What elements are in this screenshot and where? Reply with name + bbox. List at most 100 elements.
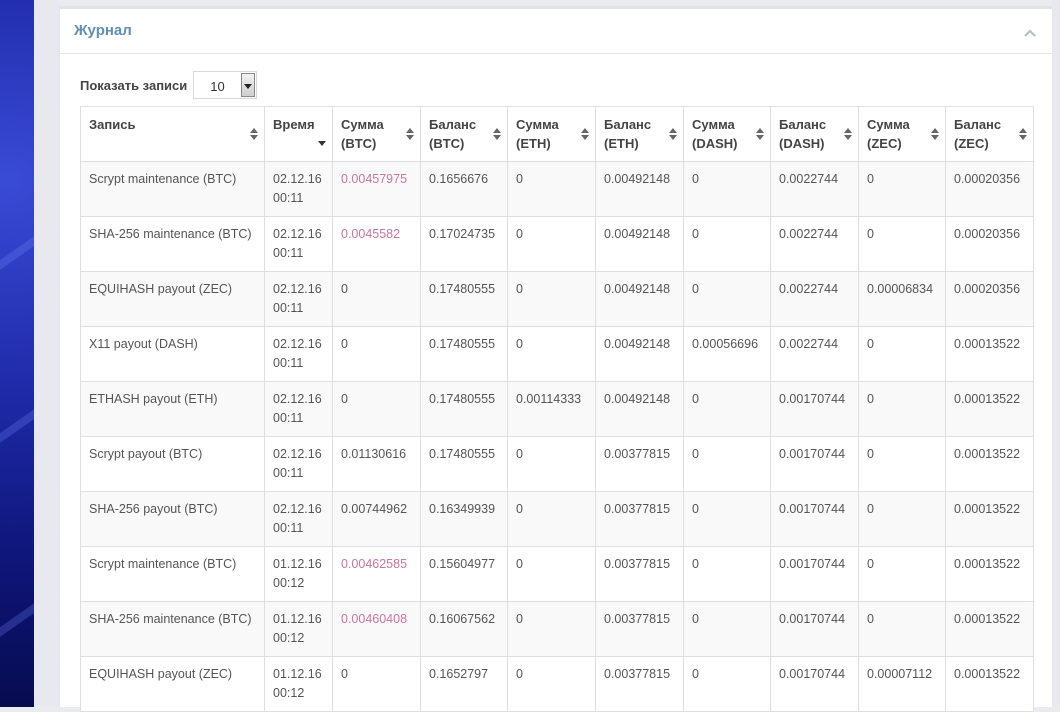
- column-header[interactable]: Баланс (ETH): [595, 106, 684, 162]
- cell-date-text: 01.12.16: [273, 612, 322, 626]
- column-header[interactable]: Баланс (DASH): [770, 106, 859, 162]
- cell-value: 0: [683, 271, 771, 327]
- cell-value: 0.16349939: [420, 491, 508, 547]
- cell-value: 0.0022744: [770, 271, 859, 327]
- cell-value: 0: [507, 656, 596, 712]
- cell-value: 0.00377815: [595, 546, 684, 602]
- cell-time-text: 00:11: [273, 411, 304, 425]
- cell-value: 0.0022744: [770, 326, 859, 382]
- cell-value: 0: [507, 271, 596, 327]
- cell-value: 0: [507, 436, 596, 492]
- cell-value: 0: [858, 381, 946, 437]
- column-header[interactable]: Сумма (DASH): [683, 106, 771, 162]
- column-header-unit: (ZEC): [954, 136, 989, 151]
- page-length-select[interactable]: 10: [193, 71, 258, 99]
- table-row[interactable]: ETHASH payout (ETH) 02.12.16 00:11 0 0.17480…: [80, 381, 1034, 437]
- cell-value: 0: [683, 491, 771, 547]
- panel-title: Журнал: [74, 22, 132, 39]
- desktop-background: [0, 0, 34, 707]
- sort-icon: [931, 128, 939, 140]
- cell-value: 0.00492148: [595, 326, 684, 382]
- cell-record: X11 payout (DASH): [80, 326, 265, 382]
- page-length-value: 10: [210, 79, 225, 94]
- table-row[interactable]: SHA-256 maintenance (BTC) 01.12.16 00:12 0.…: [80, 601, 1034, 657]
- table-row[interactable]: EQUIHASH payout (ZEC) 02.12.16 00:11 0 0.174…: [80, 271, 1034, 327]
- cell-value: 0: [858, 491, 946, 547]
- table-row[interactable]: X11 payout (DASH) 02.12.16 00:11 0 0.1748055…: [80, 326, 1034, 382]
- column-header[interactable]: Сумма (BTC): [332, 106, 421, 162]
- cell-value: 0: [683, 546, 771, 602]
- cell-value: 0.17024735: [420, 216, 508, 272]
- column-header-unit: (BTC): [341, 136, 377, 151]
- cell-value: 0: [507, 546, 596, 602]
- cell-value: 0: [683, 381, 771, 437]
- cell-value: 0.0045582: [332, 216, 421, 272]
- column-header-label: Сумма: [692, 117, 735, 132]
- table-row[interactable]: Scrypt maintenance (BTC) 01.12.16 00:12 0.0…: [80, 546, 1034, 602]
- cell-value: 0.00056696: [683, 326, 771, 382]
- column-header-unit: (DASH): [779, 136, 825, 151]
- column-header[interactable]: Сумма (ZEC): [858, 106, 946, 162]
- column-header-label: Баланс: [604, 117, 652, 132]
- column-header-unit: (BTC): [429, 136, 465, 151]
- sort-icon: [844, 128, 852, 140]
- table-row[interactable]: EQUIHASH payout (ZEC) 01.12.16 00:12 0 0.165…: [80, 656, 1034, 712]
- cell-value: 0.00170744: [770, 601, 859, 657]
- cell-value: 0.0022744: [770, 161, 859, 217]
- column-header[interactable]: Сумма (ETH): [507, 106, 596, 162]
- cell-value: 0.00377815: [595, 436, 684, 492]
- cell-value: 0: [507, 161, 596, 217]
- chevron-down-icon[interactable]: [241, 73, 256, 97]
- cell-value: 0.00020356: [945, 271, 1034, 327]
- table-row[interactable]: Scrypt payout (BTC) 02.12.16 00:11 0.011306…: [80, 436, 1034, 492]
- table-body: Scrypt maintenance (BTC) 02.12.16 00:11 0.0…: [80, 161, 1034, 712]
- cell-time: 02.12.16 00:11: [264, 271, 333, 327]
- column-header-unit: (DASH): [692, 136, 738, 151]
- cell-value: 0.00492148: [595, 271, 684, 327]
- cell-time-text: 00:11: [273, 521, 304, 535]
- cell-value: 0.00013522: [945, 546, 1034, 602]
- cell-value: 0: [507, 491, 596, 547]
- cell-time: 02.12.16 00:11: [264, 436, 333, 492]
- cell-time: 01.12.16 00:12: [264, 546, 333, 602]
- sort-icon: [406, 128, 414, 140]
- cell-time: 02.12.16 00:11: [264, 161, 333, 217]
- cell-value: 0.00013522: [945, 491, 1034, 547]
- cell-record: SHA-256 payout (BTC): [80, 491, 265, 547]
- cell-value: 0.00492148: [595, 381, 684, 437]
- cell-value: 0: [858, 546, 946, 602]
- cell-value: 0: [683, 436, 771, 492]
- table-header-row: Запись Время Сумма (BTC) Баланс (BTC) Сумма (ET…: [80, 106, 1034, 162]
- cell-value: 0.00020356: [945, 216, 1034, 272]
- cell-date-text: 02.12.16: [273, 282, 322, 296]
- cell-value: 0: [683, 216, 771, 272]
- cell-date-text: 02.12.16: [273, 172, 322, 186]
- column-header-unit: (ETH): [516, 136, 551, 151]
- cell-time-text: 00:12: [273, 686, 305, 700]
- column-header[interactable]: Баланс (BTC): [420, 106, 508, 162]
- table-row[interactable]: SHA-256 maintenance (BTC) 02.12.16 00:11 0.…: [80, 216, 1034, 272]
- cell-value: 0: [332, 271, 421, 327]
- cell-record: Scrypt maintenance (BTC): [80, 546, 265, 602]
- cell-value: 0.17480555: [420, 381, 508, 437]
- cell-value: 0: [507, 216, 596, 272]
- chevron-up-icon[interactable]: [1022, 25, 1038, 41]
- cell-time-text: 00:11: [273, 246, 304, 260]
- cell-date-text: 01.12.16: [273, 667, 322, 681]
- cell-value: 0.0022744: [770, 216, 859, 272]
- column-header-unit: (ZEC): [867, 136, 902, 151]
- cell-record: EQUIHASH payout (ZEC): [80, 271, 265, 327]
- column-header[interactable]: Баланс (ZEC): [945, 106, 1034, 162]
- cell-date-text: 02.12.16: [273, 337, 322, 351]
- cell-date-text: 02.12.16: [273, 392, 322, 406]
- column-header[interactable]: Время: [264, 106, 333, 162]
- cell-time: 02.12.16 00:11: [264, 216, 333, 272]
- sort-icon: [1019, 128, 1027, 140]
- column-header[interactable]: Запись: [80, 106, 265, 162]
- panel-header[interactable]: Журнал: [60, 9, 1052, 54]
- table-row[interactable]: Scrypt maintenance (BTC) 02.12.16 00:11 0.0…: [80, 161, 1034, 217]
- cell-value: 0.00170744: [770, 491, 859, 547]
- cell-value: 0: [858, 326, 946, 382]
- cell-value: 0.00492148: [595, 161, 684, 217]
- table-row[interactable]: SHA-256 payout (BTC) 02.12.16 00:11 0.00744…: [80, 491, 1034, 547]
